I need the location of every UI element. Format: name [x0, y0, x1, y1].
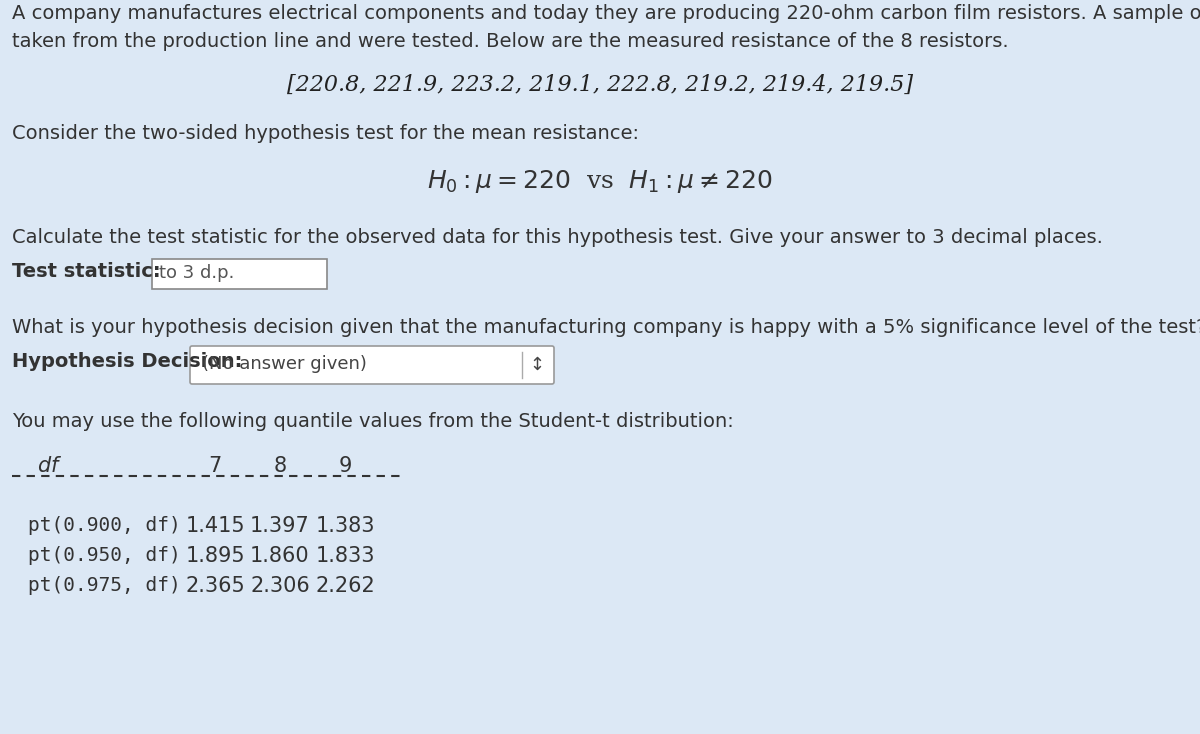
- Text: 1.860: 1.860: [250, 546, 310, 566]
- Text: to 3 d.p.: to 3 d.p.: [158, 264, 234, 282]
- Text: ↕: ↕: [529, 356, 545, 374]
- Text: A company manufactures electrical components and today they are producing 220-oh: A company manufactures electrical compon…: [12, 4, 1200, 23]
- Text: pt(0.950, df): pt(0.950, df): [28, 546, 181, 565]
- Text: Test statistic:: Test statistic:: [12, 262, 161, 281]
- Text: pt(0.975, df): pt(0.975, df): [28, 576, 181, 595]
- Text: 1.397: 1.397: [250, 516, 310, 536]
- Text: 1.895: 1.895: [185, 546, 245, 566]
- Text: 1.415: 1.415: [185, 516, 245, 536]
- Text: 2.262: 2.262: [316, 576, 374, 596]
- Text: 9: 9: [338, 456, 352, 476]
- Text: Consider the two-sided hypothesis test for the mean resistance:: Consider the two-sided hypothesis test f…: [12, 124, 640, 143]
- Text: Calculate the test statistic for the observed data for this hypothesis test. Giv: Calculate the test statistic for the obs…: [12, 228, 1103, 247]
- Text: You may use the following quantile values from the Student-t distribution:: You may use the following quantile value…: [12, 412, 733, 431]
- Text: $H_0 : \mu = 220$  vs  $H_1 : \mu \neq 220$: $H_0 : \mu = 220$ vs $H_1 : \mu \neq 220…: [427, 168, 773, 195]
- Text: 2.306: 2.306: [250, 576, 310, 596]
- Text: 1.383: 1.383: [316, 516, 374, 536]
- Text: $df$: $df$: [37, 456, 62, 476]
- Text: 1.833: 1.833: [316, 546, 374, 566]
- Text: What is your hypothesis decision given that the manufacturing company is happy w: What is your hypothesis decision given t…: [12, 318, 1200, 337]
- Text: 2.365: 2.365: [185, 576, 245, 596]
- FancyBboxPatch shape: [152, 259, 326, 289]
- FancyBboxPatch shape: [190, 346, 554, 384]
- Text: (No answer given): (No answer given): [202, 355, 367, 373]
- Text: pt(0.900, df): pt(0.900, df): [28, 516, 181, 535]
- Text: 7: 7: [209, 456, 222, 476]
- Text: taken from the production line and were tested. Below are the measured resistanc: taken from the production line and were …: [12, 32, 1009, 51]
- Text: [220.8, 221.9, 223.2, 219.1, 222.8, 219.2, 219.4, 219.5]: [220.8, 221.9, 223.2, 219.1, 222.8, 219.…: [287, 74, 913, 96]
- Text: 8: 8: [274, 456, 287, 476]
- Text: Hypothesis Decision:: Hypothesis Decision:: [12, 352, 242, 371]
